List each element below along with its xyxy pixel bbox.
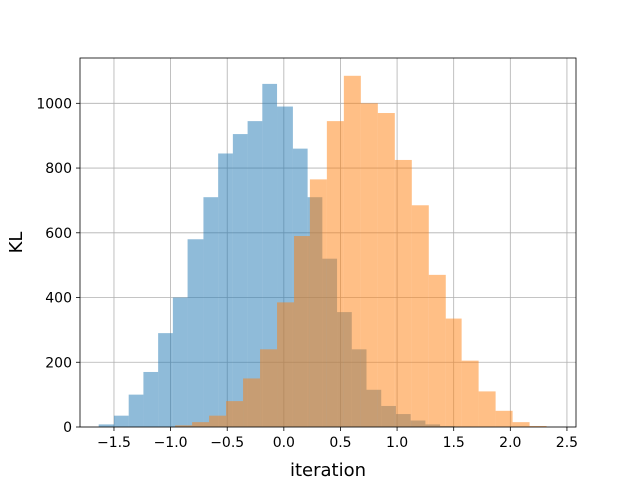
histogram-bar-series-1 [143,372,158,427]
histogram-bar-series-2 [226,401,243,427]
histogram-bar-series-1 [188,239,204,427]
histogram-bar-series-2 [344,76,361,427]
histogram-bar-series-1 [114,416,129,427]
y-tick-label: 600 [45,226,72,242]
histogram-bar-series-2 [260,349,277,427]
x-tick-label: 0.5 [329,435,351,451]
histogram-bar-series-2 [310,179,327,427]
histogram-bar-series-2 [378,113,395,427]
histogram-bar-series-2 [294,236,310,427]
histogram-bar-series-2 [479,391,496,427]
histogram-bar-series-2 [412,205,429,427]
y-tick-label: 200 [45,355,72,371]
histogram-bar-series-1 [203,197,218,427]
histogram-bar-series-2 [192,422,209,427]
histogram-bar-series-1 [158,333,173,427]
histogram-bar-series-1 [218,153,233,427]
histogram-bars [99,76,547,427]
histogram-bar-series-1 [173,298,188,427]
histogram-bar-series-2 [395,160,412,427]
x-tick-label: −0.5 [210,435,244,451]
y-tick-label: 1000 [36,96,72,112]
histogram-bar-series-2 [243,378,260,427]
y-tick-label: 0 [63,420,72,436]
histogram-bar-series-1 [129,395,144,427]
histogram-bar-series-2 [496,411,513,427]
x-tick-label: −1.5 [97,435,131,451]
histogram-bar-series-2 [361,103,378,427]
histogram-bar-series-2 [277,302,294,427]
x-tick-label: 0.0 [273,435,295,451]
y-tick-label: 400 [45,291,72,307]
histogram-bar-series-2 [429,275,446,427]
histogram-bar-series-2 [446,319,462,427]
y-axis-label: KL [6,232,27,254]
x-axis-label: iteration [290,460,366,480]
x-tick-label: 2.0 [499,435,521,451]
y-tick-label: 800 [45,161,72,177]
x-tick-label: −1.0 [154,435,188,451]
histogram-bar-series-2 [513,422,530,427]
histogram-bar-series-2 [327,121,344,427]
histogram-bar-series-2 [462,361,479,427]
x-tick-label: 1.5 [443,435,465,451]
x-tick-label: 2.5 [556,435,578,451]
x-tick-label: 1.0 [386,435,408,451]
histogram-bar-series-2 [209,416,226,427]
